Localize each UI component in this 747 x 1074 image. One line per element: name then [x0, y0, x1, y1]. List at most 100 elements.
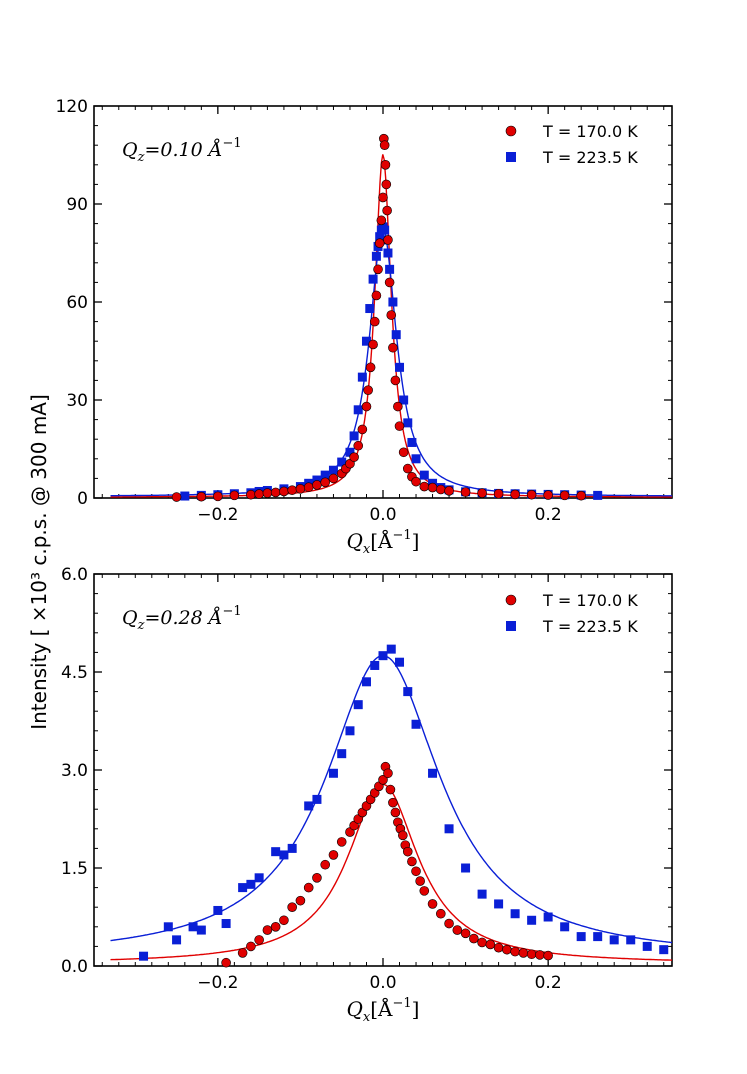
top-point-red	[386, 310, 397, 320]
bottom-point-red	[295, 895, 306, 906]
top-annotation: Qz=0.10 Å−1	[122, 136, 242, 165]
top-y-tick-label: 0	[77, 489, 88, 509]
bottom-point-blue	[188, 922, 198, 932]
top-point-red	[295, 484, 306, 494]
bottom-point-blue	[328, 768, 338, 778]
top-point-blue	[361, 336, 371, 346]
bottom-point-blue	[353, 700, 363, 710]
top-point-red	[171, 492, 182, 502]
top-point-red	[279, 486, 289, 497]
top-point-red	[460, 487, 471, 497]
top-legend-label-blue: T = 223.5 K	[542, 148, 638, 167]
top-point-blue	[349, 431, 359, 441]
bottom-point-red	[328, 850, 339, 860]
top-legend: T = 170.0 K T = 223.5 K	[505, 122, 638, 167]
top-point-blue	[353, 405, 363, 415]
bottom-y-tick-label: 4.5	[61, 663, 88, 683]
bottom-point-red	[336, 837, 347, 847]
top-point-red	[229, 490, 240, 501]
top-panel: −0.2 0.0 0.2 0 30 60 90 120 Qz=0.10 Å−1 T = 170…	[56, 97, 673, 557]
bottom-point-blue	[642, 941, 652, 951]
bottom-point-blue	[279, 850, 289, 860]
bottom-point-red	[493, 942, 504, 953]
bottom-point-blue	[428, 768, 438, 778]
top-point-blue	[383, 248, 393, 258]
top-point-blue	[320, 470, 330, 480]
bottom-point-red	[287, 902, 297, 913]
bottom-point-blue	[411, 719, 421, 729]
top-point-red	[402, 463, 413, 474]
bottom-point-red	[246, 941, 256, 952]
y-axis-label: Intensity [ ×10³ c.p.s. @ 300 mA]	[27, 394, 51, 730]
bottom-point-blue	[477, 889, 487, 899]
top-point-red	[328, 473, 339, 484]
top-point-red	[270, 487, 281, 498]
bottom-legend-label-red: T = 170.0 K	[542, 591, 638, 610]
bottom-panel: −0.2 0.0 0.2 0.0 1.5 3.0 4.5 6.0 Qz=0.28 Å−1 T …	[61, 565, 673, 1025]
bottom-y-tick-label: 3.0	[61, 761, 88, 781]
top-x-tick-label: 0.2	[535, 505, 562, 525]
top-point-red	[374, 238, 385, 248]
top-point-red	[349, 452, 359, 462]
bottom-point-blue	[395, 657, 405, 667]
top-point-red	[398, 447, 409, 458]
bottom-point-blue	[172, 935, 182, 945]
top-point-red	[365, 362, 376, 373]
top-point-red	[357, 424, 368, 435]
bottom-point-blue	[386, 644, 396, 654]
top-point-red	[371, 290, 382, 301]
top-point-red	[381, 179, 392, 190]
top-point-blue	[180, 491, 190, 501]
bottom-fit-curves	[110, 654, 673, 961]
bottom-point-blue	[403, 687, 413, 697]
bottom-point-red	[444, 918, 454, 929]
bottom-point-blue	[345, 726, 355, 736]
bottom-point-red	[407, 856, 417, 867]
top-point-blue	[388, 297, 398, 307]
bottom-point-blue	[246, 879, 256, 889]
bottom-legend-label-blue: T = 223.5 K	[542, 617, 638, 636]
bottom-point-blue	[510, 909, 520, 919]
bottom-legend-marker-red	[505, 594, 517, 606]
top-point-blue	[419, 470, 429, 480]
top-point-blue	[403, 418, 413, 428]
bottom-point-red	[270, 921, 281, 932]
bottom-point-red	[526, 949, 537, 960]
bottom-point-blue	[370, 660, 380, 670]
top-x-tick-label: 0.0	[369, 505, 396, 525]
bottom-point-red	[502, 944, 512, 955]
bottom-point-blue	[287, 843, 297, 853]
top-x-tick-label: −0.2	[197, 505, 238, 525]
bottom-point-blue	[163, 922, 173, 932]
top-point-red	[376, 215, 387, 226]
top-legend-marker-red	[505, 125, 517, 137]
bottom-point-blue	[304, 801, 314, 811]
top-point-blue	[407, 437, 417, 447]
bottom-point-red	[435, 908, 446, 919]
top-point-red	[353, 440, 364, 451]
top-point-blue	[337, 457, 347, 467]
top-fit-curve-red	[110, 154, 672, 498]
bottom-point-red	[279, 915, 289, 926]
bottom-fit-curve-blue	[110, 654, 673, 944]
top-point-red	[477, 488, 487, 498]
bottom-point-blue	[659, 945, 669, 955]
top-point-red	[559, 490, 570, 501]
bottom-point-red	[378, 774, 388, 785]
top-point-blue	[345, 447, 355, 457]
top-point-blue	[395, 362, 405, 372]
bottom-y-tick-label: 1.5	[61, 859, 88, 879]
bottom-point-red	[411, 866, 421, 877]
top-point-red	[363, 385, 373, 396]
top-point-red	[369, 316, 380, 327]
bottom-point-blue	[221, 919, 231, 929]
top-point-red	[312, 480, 322, 490]
bottom-x-axis-label: Qx[Å−1]	[347, 996, 420, 1025]
bottom-point-red	[460, 928, 471, 939]
bottom-x-tick-label: 0.2	[535, 973, 562, 993]
top-x-axis-label: Qx[Å−1]	[347, 528, 420, 557]
top-point-blue	[385, 264, 395, 274]
top-y-tick-label: 30	[66, 391, 88, 411]
top-point-red	[379, 140, 390, 150]
